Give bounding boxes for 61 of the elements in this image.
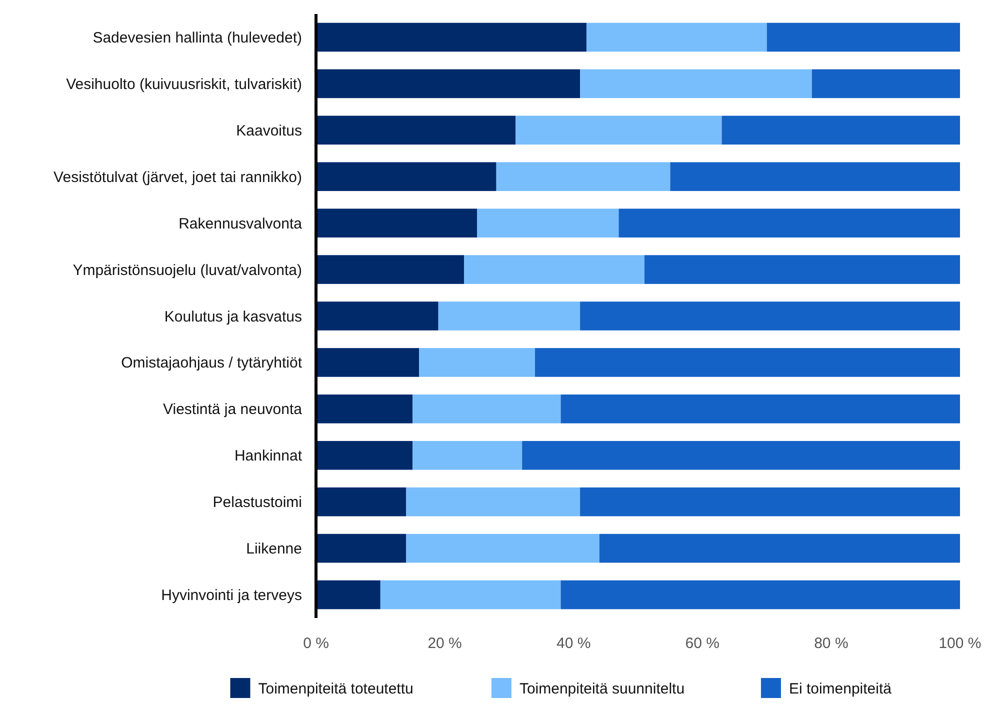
- y-tick-label: Hyvinvointi ja terveys: [161, 587, 302, 604]
- bar: [316, 208, 477, 238]
- x-tick-label: 0 %: [303, 635, 329, 652]
- bar: [516, 116, 722, 145]
- y-tick-label: Hankinnat: [234, 448, 303, 465]
- bar: [380, 580, 561, 610]
- bar: [316, 302, 438, 330]
- bar: [722, 116, 960, 145]
- bar: [766, 22, 960, 52]
- y-tick-label: Kaavoitus: [236, 122, 302, 140]
- bar: [316, 440, 413, 470]
- bar: [316, 22, 586, 52]
- bar: [496, 162, 670, 192]
- bar: [412, 440, 522, 470]
- bar: [522, 440, 960, 470]
- bar: [316, 162, 496, 192]
- legend-label: Toimenpiteitä toteutettu: [258, 680, 414, 698]
- y-tick-label: Rakennusvalvonta: [178, 215, 303, 232]
- bar: [438, 302, 580, 330]
- x-tick-label: 20 %: [428, 635, 462, 652]
- bar: [618, 208, 960, 238]
- bar: [316, 580, 380, 610]
- bar: [580, 487, 960, 516]
- y-tick-label: Liikenne: [246, 540, 302, 558]
- bar: [419, 348, 535, 377]
- bar: [477, 208, 619, 238]
- y-tick-label: Pelastustoimi: [212, 494, 302, 512]
- y-tick-label: Viestintä ja neuvonta: [163, 401, 303, 418]
- y-tick-label: Sadevesien hallinta (hulevedet): [92, 29, 302, 46]
- bar: [316, 69, 580, 98]
- bar: [316, 348, 420, 377]
- x-tick-label: 40 %: [556, 635, 591, 652]
- y-tick-label: Omistajaohjaus / tytäryhtiöt: [121, 354, 303, 372]
- bar: [560, 394, 960, 424]
- y-tick-label: Vesistötulvat (järvet, joet tai rannikko): [54, 168, 302, 186]
- y-tick-label: Vesihuolto (kuivuusriskit, tulvariskit): [66, 76, 302, 93]
- bar: [316, 116, 516, 145]
- bar: [534, 348, 960, 377]
- bar: [580, 302, 960, 330]
- bar: [412, 394, 561, 424]
- legend-label: Ei toimenpiteitä: [788, 680, 892, 698]
- bar: [586, 22, 767, 52]
- x-tick-label: 100 %: [938, 635, 982, 652]
- bar: [464, 255, 644, 284]
- bar: [599, 534, 960, 563]
- bar: [406, 487, 580, 516]
- legend-label: Toimenpiteitä suunniteltu: [519, 680, 685, 698]
- bar: [670, 162, 960, 192]
- bar: [316, 487, 406, 516]
- x-tick-label: 60 %: [685, 635, 720, 652]
- bar: [316, 255, 464, 284]
- y-tick-label: Koulutus ja kasvatus: [164, 308, 302, 326]
- x-tick-label: 80 %: [814, 635, 848, 652]
- bar: [406, 534, 600, 563]
- bar: [580, 69, 812, 98]
- bar: [316, 394, 413, 424]
- y-tick-label: Ympäristönsuojelu (luvat/valvonta): [72, 262, 302, 279]
- bar: [812, 69, 960, 98]
- bar: [316, 534, 406, 563]
- bar: [644, 255, 960, 284]
- bar: [560, 580, 960, 610]
